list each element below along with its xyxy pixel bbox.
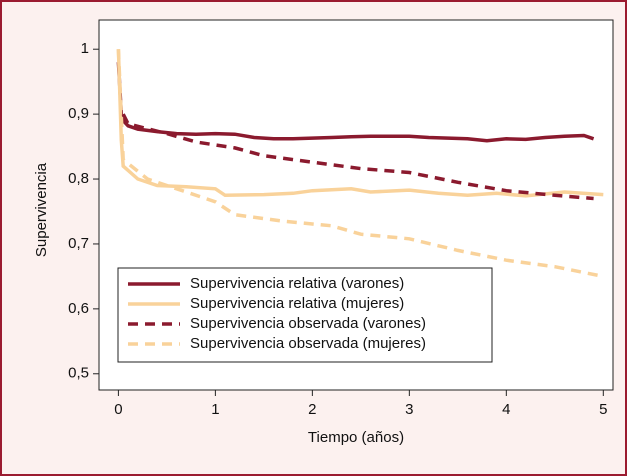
series-line: [121, 113, 594, 201]
legend-label: Supervivencia relativa (varones): [190, 275, 404, 292]
legend-label: Supervivencia observada (varones): [190, 315, 426, 332]
legend-label: Supervivencia relativa (mujeres): [190, 295, 404, 312]
y-tick-label: 0,5: [68, 365, 89, 382]
x-tick-label: 1: [211, 401, 219, 418]
x-axis-label: Tiempo (años): [308, 429, 404, 446]
legend-label: Supervivencia observada (mujeres): [190, 335, 426, 352]
y-tick-label: 1: [81, 40, 89, 57]
legend-box: [117, 267, 493, 363]
y-tick-label: 0,7: [68, 235, 89, 252]
x-tick-label: 3: [405, 401, 413, 418]
y-tick-label: 0,8: [68, 170, 89, 187]
x-tick-label: 2: [308, 401, 316, 418]
x-tick-label: 4: [502, 401, 510, 418]
y-tick-label: 0,6: [68, 300, 89, 317]
series-line: [116, 49, 604, 198]
y-axis-label: Supervivencia: [33, 162, 50, 257]
x-tick-label: 0: [114, 401, 122, 418]
y-tick-label: 0,9: [68, 105, 89, 122]
series-line: [116, 49, 604, 279]
x-tick-label: 5: [599, 401, 607, 418]
